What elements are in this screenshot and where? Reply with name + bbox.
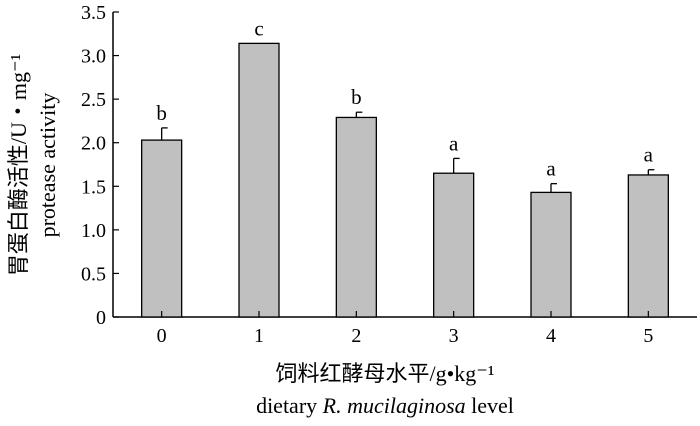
significance-label: c <box>254 16 263 40</box>
x-axis-label-cn: 饲料红酵母水平/g•kg⁻¹ <box>275 361 494 386</box>
y-tick-label: 3.5 <box>81 2 106 24</box>
y-tick-label: 0.5 <box>81 263 106 285</box>
x-tick-label: 4 <box>546 325 556 347</box>
bar <box>238 42 280 318</box>
plot-area: 0 0.5 1.0 1.5 2.0 2.5 3.0 3.5 b 0 c 1 b 2 a 3 a 4 a 5 <box>81 2 697 347</box>
y-tick-label: 3.0 <box>81 46 106 68</box>
bar <box>433 172 475 318</box>
significance-label: b <box>351 85 362 109</box>
bar <box>627 174 669 318</box>
x-tick-label: 5 <box>643 325 653 347</box>
y-tick-label: 1.0 <box>81 220 106 242</box>
significance-label: a <box>644 143 654 167</box>
x-tick-label: 3 <box>449 325 459 347</box>
y-tick-label: 0 <box>96 307 106 329</box>
y-tick-label: 2.0 <box>81 133 106 155</box>
x-axis-label-en-prefix: dietary <box>256 393 323 418</box>
significance-label: b <box>156 101 167 125</box>
y-tick-label: 2.5 <box>81 89 106 111</box>
significance-label: a <box>546 157 556 181</box>
y-axis-label-en: protease activity <box>35 93 60 238</box>
y-tick-label: 1.5 <box>81 176 106 198</box>
bar <box>335 116 377 318</box>
bar <box>141 139 183 318</box>
x-tick-label: 2 <box>351 325 361 347</box>
x-axis-label-en-suffix: level <box>466 393 514 418</box>
x-tick-label: 0 <box>157 325 167 347</box>
x-tick-label: 1 <box>254 325 264 347</box>
x-axis-label-en-species: R. mucilaginosa <box>322 393 466 418</box>
bar <box>530 191 572 318</box>
x-axis-label-en: dietary R. mucilaginosa level <box>256 393 514 418</box>
significance-label: a <box>449 131 459 155</box>
y-axis-label-cn: 胃蛋白酶活性/U・mg⁻¹ <box>6 54 31 276</box>
